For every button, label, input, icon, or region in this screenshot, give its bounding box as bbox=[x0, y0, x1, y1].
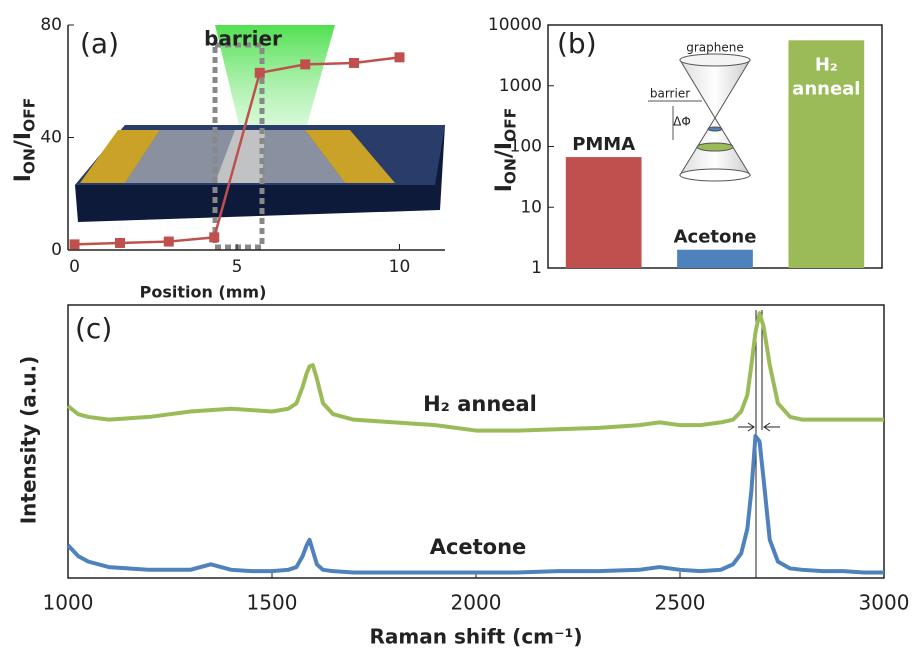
x-tick-label: 1500 bbox=[247, 591, 298, 615]
data-point bbox=[395, 52, 405, 62]
label-part: OFF bbox=[20, 98, 38, 132]
data-point bbox=[209, 232, 219, 242]
label-part: ON bbox=[20, 148, 38, 174]
y-tick-label: 10 bbox=[520, 197, 542, 217]
y-tick-label: 1 bbox=[531, 258, 542, 278]
y-axis-label: Intensity (a.u.) bbox=[17, 356, 41, 525]
panel-label: (b) bbox=[557, 27, 597, 60]
label-part: I bbox=[492, 184, 517, 192]
label-part: /I bbox=[11, 132, 36, 148]
panel-label: (c) bbox=[75, 312, 112, 345]
data-point bbox=[300, 59, 310, 69]
x-axis-label: Position (mm) bbox=[140, 283, 267, 302]
x-tick-label: 3000 bbox=[859, 591, 910, 615]
panel-label: (a) bbox=[80, 27, 119, 60]
inset-label: barrier bbox=[650, 87, 690, 101]
y-axis-label: ION/IOFF bbox=[11, 98, 38, 183]
data-point bbox=[70, 239, 80, 249]
x-tick-label: 10 bbox=[389, 257, 411, 277]
bar bbox=[566, 157, 642, 268]
y-tick-label: 40 bbox=[40, 128, 62, 148]
label-part: ON bbox=[501, 158, 519, 184]
bar bbox=[677, 250, 753, 268]
x-tick-label: 5 bbox=[232, 257, 243, 277]
series-label: H₂ anneal bbox=[423, 392, 537, 416]
data-point bbox=[164, 237, 174, 247]
label-part: /I bbox=[492, 142, 517, 158]
label-part: OFF bbox=[501, 108, 519, 142]
category-label: Acetone bbox=[674, 227, 757, 248]
x-tick-label: 2000 bbox=[451, 591, 502, 615]
data-point bbox=[115, 238, 125, 248]
inset-label: ΔΦ bbox=[673, 115, 691, 129]
x-axis-label: Raman shift (cm⁻¹) bbox=[370, 625, 583, 649]
data-point bbox=[255, 68, 265, 78]
y-tick-label: 10000 bbox=[488, 15, 542, 35]
series-label: Acetone bbox=[430, 535, 527, 559]
label-part: I bbox=[11, 174, 36, 182]
y-tick-label: 0 bbox=[51, 240, 62, 260]
x-tick-label: 2500 bbox=[655, 591, 706, 615]
y-tick-label: 1000 bbox=[499, 76, 542, 96]
data-point bbox=[349, 58, 359, 68]
category-label: PMMA bbox=[572, 134, 635, 155]
x-tick-label: 0 bbox=[69, 257, 80, 277]
annotation: barrier bbox=[204, 27, 282, 51]
figure: (a)040800510Position (mm)ION/IOFFbarrier… bbox=[0, 0, 914, 651]
page: (a)040800510Position (mm)ION/IOFFbarrier… bbox=[0, 0, 914, 651]
y-tick-label: 80 bbox=[40, 15, 62, 35]
y-axis-label: ION/IOFF bbox=[492, 108, 519, 193]
inset-label: graphene bbox=[686, 41, 744, 55]
x-tick-label: 1000 bbox=[43, 591, 94, 615]
dirac-cone-inset bbox=[648, 54, 750, 181]
